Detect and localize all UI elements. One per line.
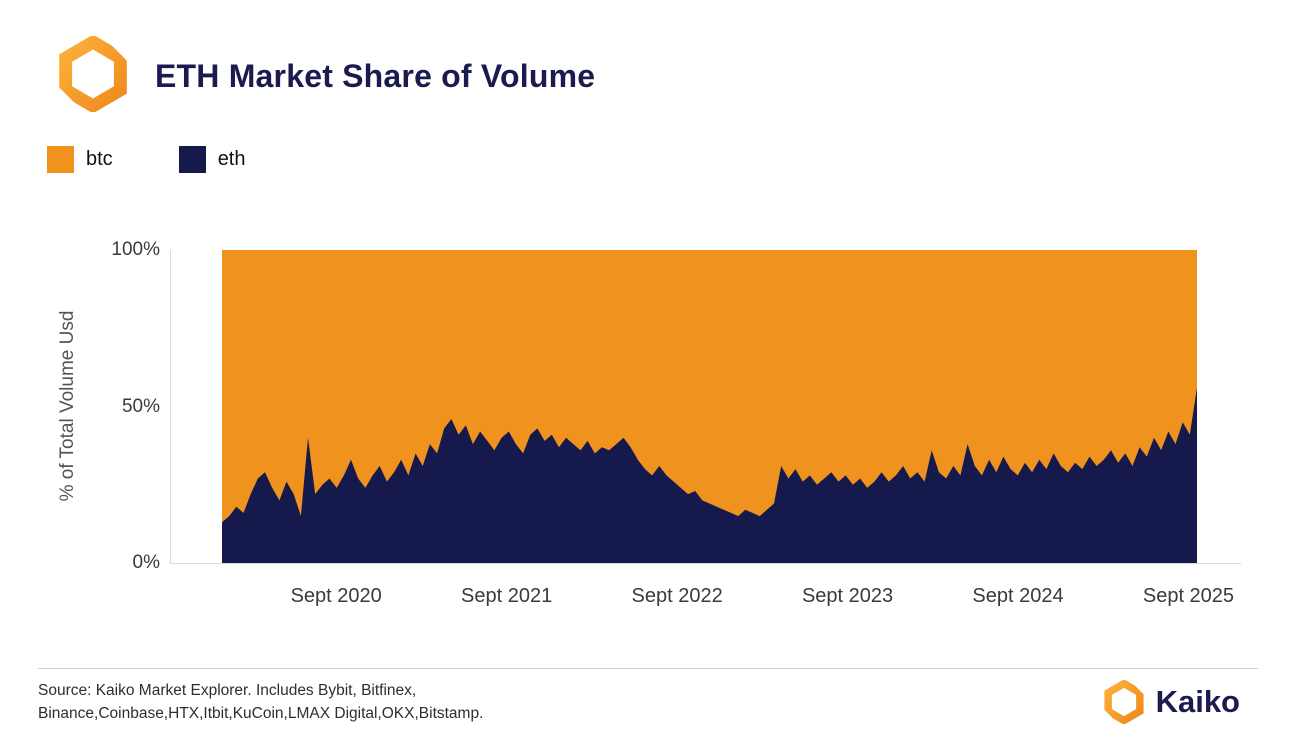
btc-swatch-icon [47, 146, 74, 173]
x-tick-label: Sept 2025 [1142, 585, 1235, 607]
source-line-2: Binance,Coinbase,HTX,Itbit,KuCoin,LMAX D… [38, 705, 484, 722]
source-text: Source: Kaiko Market Explorer. Includes … [38, 679, 483, 725]
y-tick-label: 50% [121, 395, 160, 417]
x-tick-label: Sept 2023 [801, 585, 894, 607]
stacked-area-plot [222, 250, 1197, 563]
legend-label-eth: eth [217, 148, 246, 170]
y-tick-label: 0% [132, 552, 160, 573]
chart-legend: btc eth [47, 146, 246, 173]
legend-item-eth: eth [178, 146, 246, 173]
plot-frame [170, 250, 1241, 564]
x-tick-label: Sept 2021 [461, 585, 553, 607]
legend-label-btc: btc [86, 148, 113, 170]
x-tick-label: Sept 2024 [972, 585, 1064, 607]
page-title: ETH Market Share of Volume [155, 58, 596, 94]
footer-divider [38, 668, 1258, 669]
footer-brand: Kaiko [1101, 680, 1240, 724]
source-line-1: Source: Kaiko Market Explorer. Includes … [38, 682, 417, 699]
eth-swatch-icon [178, 146, 206, 173]
y-tick-label: 100% [111, 239, 160, 260]
eth-area [222, 387, 1197, 563]
kaiko-logo-icon-small [1101, 680, 1146, 724]
x-tick-label: Sept 2022 [631, 585, 723, 607]
kaiko-logo-icon [55, 36, 131, 112]
x-tick-label: Sept 2020 [290, 585, 382, 607]
legend-item-btc: btc [47, 146, 113, 173]
chart-area: % of Total Volume Usd 0% 50% 100% Sept 2020… [0, 239, 1297, 650]
brand-wordmark: Kaiko [1155, 684, 1240, 719]
